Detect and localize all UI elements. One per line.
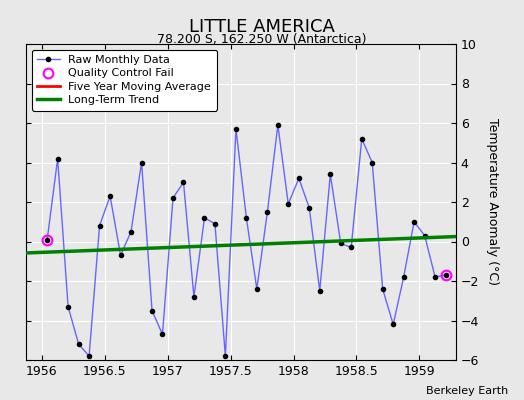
Raw Monthly Data xyxy=(96,223,103,228)
Raw Monthly Data xyxy=(65,304,71,309)
Raw Monthly Data xyxy=(201,215,208,220)
Raw Monthly Data xyxy=(44,237,50,242)
Raw Monthly Data xyxy=(358,136,365,141)
Legend: Raw Monthly Data, Quality Control Fail, Five Year Moving Average, Long-Term Tren: Raw Monthly Data, Quality Control Fail, … xyxy=(32,50,217,111)
Text: LITTLE AMERICA: LITTLE AMERICA xyxy=(189,18,335,36)
Text: Berkeley Earth: Berkeley Earth xyxy=(426,386,508,396)
Raw Monthly Data xyxy=(170,196,176,200)
Raw Monthly Data xyxy=(180,180,187,185)
Raw Monthly Data xyxy=(233,126,239,131)
Raw Monthly Data xyxy=(128,229,134,234)
Raw Monthly Data xyxy=(306,206,312,210)
Raw Monthly Data xyxy=(337,241,344,246)
Raw Monthly Data xyxy=(411,219,417,224)
Raw Monthly Data xyxy=(275,122,281,127)
Raw Monthly Data xyxy=(348,245,354,250)
Raw Monthly Data xyxy=(212,221,218,226)
Raw Monthly Data xyxy=(421,233,428,238)
Raw Monthly Data xyxy=(327,172,333,177)
Raw Monthly Data xyxy=(138,160,145,165)
Raw Monthly Data xyxy=(369,160,375,165)
Raw Monthly Data xyxy=(222,354,228,358)
Raw Monthly Data xyxy=(149,308,155,313)
Raw Monthly Data xyxy=(432,275,438,280)
Raw Monthly Data xyxy=(400,275,407,280)
Raw Monthly Data xyxy=(75,342,82,346)
Raw Monthly Data xyxy=(159,332,166,337)
Raw Monthly Data xyxy=(254,286,260,291)
Text: 78.200 S, 162.250 W (Antarctica): 78.200 S, 162.250 W (Antarctica) xyxy=(157,33,367,46)
Raw Monthly Data xyxy=(243,215,249,220)
Raw Monthly Data xyxy=(442,273,449,278)
Raw Monthly Data xyxy=(264,210,270,214)
Raw Monthly Data xyxy=(296,176,302,181)
Y-axis label: Temperature Anomaly (°C): Temperature Anomaly (°C) xyxy=(486,118,498,286)
Raw Monthly Data xyxy=(54,156,61,161)
Raw Monthly Data xyxy=(390,322,396,327)
Raw Monthly Data xyxy=(191,294,197,299)
Raw Monthly Data xyxy=(379,286,386,291)
Raw Monthly Data xyxy=(86,354,92,358)
Line: Raw Monthly Data: Raw Monthly Data xyxy=(45,123,447,358)
Raw Monthly Data xyxy=(117,253,124,258)
Raw Monthly Data xyxy=(316,288,323,293)
Raw Monthly Data xyxy=(107,194,113,198)
Raw Monthly Data xyxy=(285,202,291,206)
